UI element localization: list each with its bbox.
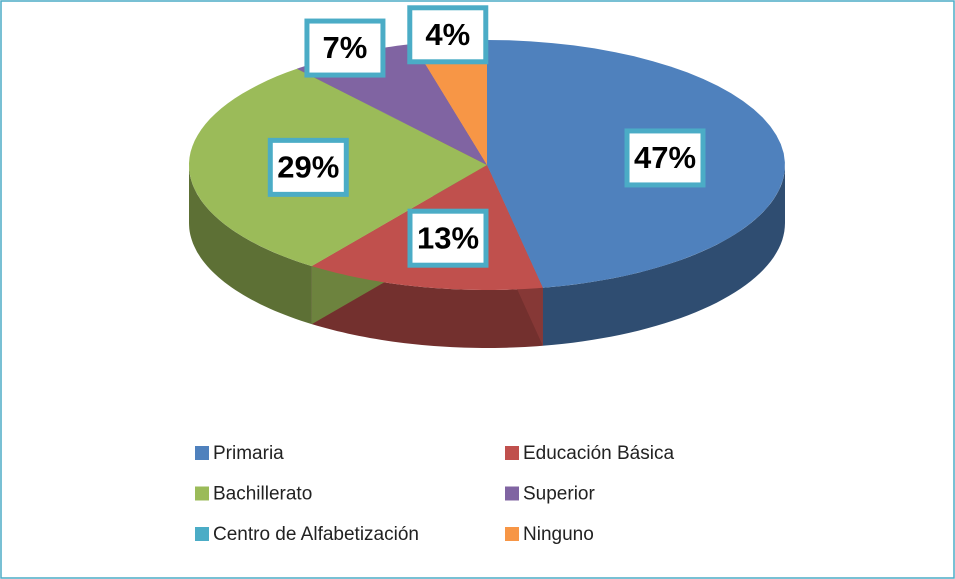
data-label: 13% [417,220,479,255]
legend-swatch [195,446,209,460]
data-label: 4% [425,17,470,52]
data-label-box [304,18,386,78]
legend-label: Bachillerato [213,484,312,505]
data-label: 29% [277,150,339,185]
data-label-box [267,137,349,197]
legend-swatch [195,486,209,501]
data-label-box [624,128,706,188]
legend-swatch [195,527,209,541]
legend-label: Ninguno [523,524,594,545]
legend-label: Superior [523,484,595,505]
legend-swatch [505,527,519,541]
legend-label: Primaria [213,443,284,464]
data-label-box [407,208,489,268]
legend-swatch [505,486,519,501]
slice-side [542,165,785,346]
data-label: 7% [323,30,368,65]
legend-label: Educación Básica [523,443,674,464]
slice [412,40,487,165]
slice-side [189,165,312,325]
data-label-box [407,5,489,65]
data-label: 47% [634,140,696,175]
legend-label: Centro de Alfabetización [213,524,419,545]
legend-swatch [505,446,519,460]
